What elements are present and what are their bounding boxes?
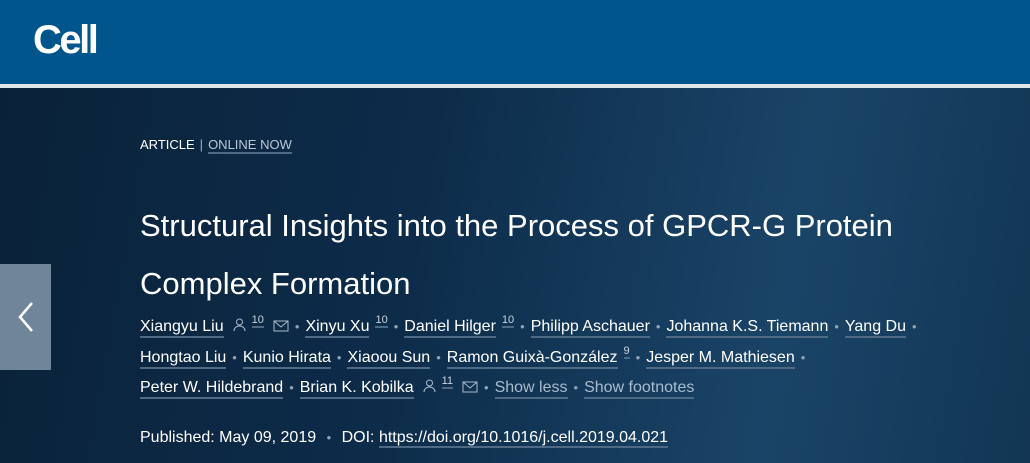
- show-footnotes-link[interactable]: Show footnotes: [584, 379, 695, 399]
- bullet: •: [655, 319, 661, 334]
- previous-article-button[interactable]: [0, 264, 51, 370]
- affiliation-ref[interactable]: 10: [251, 314, 264, 328]
- article-title: Structural Insights into the Process of …: [140, 208, 893, 301]
- online-now-link[interactable]: ONLINE NOW: [208, 137, 292, 154]
- bullet: •: [911, 319, 917, 334]
- affiliation-ref[interactable]: 9: [623, 345, 630, 359]
- bullet: •: [393, 319, 399, 334]
- cell-logo[interactable]: Cell: [33, 18, 99, 62]
- affiliation-ref[interactable]: 10: [501, 314, 515, 328]
- bullet: •: [326, 430, 332, 445]
- bullet: •: [232, 350, 237, 365]
- header-divider: [0, 84, 1030, 88]
- separator: |: [199, 137, 204, 152]
- affiliation-ref[interactable]: 11: [441, 375, 454, 389]
- bullet: •: [520, 319, 525, 334]
- author-link[interactable]: Xiaoou Sun: [347, 349, 431, 369]
- author-link[interactable]: Xinyu Xu: [305, 318, 370, 338]
- bullet: •: [635, 350, 641, 365]
- author-list: Xiangyu Liu 10 • Xinyu Xu 10 • Daniel Hilger 10…: [140, 312, 1020, 404]
- author-link[interactable]: Jesper M. Mathiesen: [646, 349, 795, 369]
- author-link[interactable]: Hongtao Liu: [140, 349, 227, 369]
- author-link[interactable]: Philipp Aschauer: [530, 318, 650, 338]
- author-link[interactable]: Peter W. Hildebrand: [140, 379, 284, 399]
- author-link[interactable]: Xiangyu Liu: [140, 318, 224, 338]
- bullet: •: [294, 319, 300, 334]
- bullet: •: [834, 319, 839, 334]
- doi-label: DOI:: [341, 429, 375, 446]
- author-link[interactable]: Ramon Guixà-González: [446, 349, 618, 369]
- bullet: •: [800, 350, 806, 365]
- doi-link[interactable]: https://doi.org/10.1016/j.cell.2019.04.0…: [378, 429, 669, 448]
- author-link[interactable]: Kunio Hirata: [242, 349, 331, 369]
- person-icon: [423, 374, 436, 404]
- bullet: •: [336, 350, 342, 365]
- show-less-link[interactable]: Show less: [494, 379, 568, 399]
- bullet: •: [436, 350, 441, 365]
- mail-icon[interactable]: [273, 313, 289, 343]
- article-type: ARTICLE: [140, 137, 195, 152]
- article-hero: [0, 88, 1030, 463]
- article-meta: ARTICLE | ONLINE NOW: [140, 137, 292, 154]
- bullet: •: [573, 380, 579, 395]
- bullet: •: [289, 380, 294, 395]
- affiliation-ref[interactable]: 10: [375, 314, 388, 328]
- chevron-left-icon: [17, 302, 33, 332]
- author-link[interactable]: Yang Du: [844, 318, 906, 338]
- publication-info: Published: May 09, 2019 • DOI: https://d…: [140, 429, 669, 448]
- bullet: •: [484, 380, 489, 395]
- mail-icon[interactable]: [462, 374, 478, 404]
- author-link[interactable]: Brian K. Kobilka: [299, 379, 414, 399]
- site-header: Cell: [0, 0, 1030, 84]
- author-link[interactable]: Johanna K.S. Tiemann: [666, 318, 829, 338]
- author-link[interactable]: Daniel Hilger: [404, 318, 496, 338]
- published-date: May 09, 2019: [219, 429, 317, 446]
- published-label: Published:: [140, 429, 215, 446]
- person-icon: [233, 313, 246, 343]
